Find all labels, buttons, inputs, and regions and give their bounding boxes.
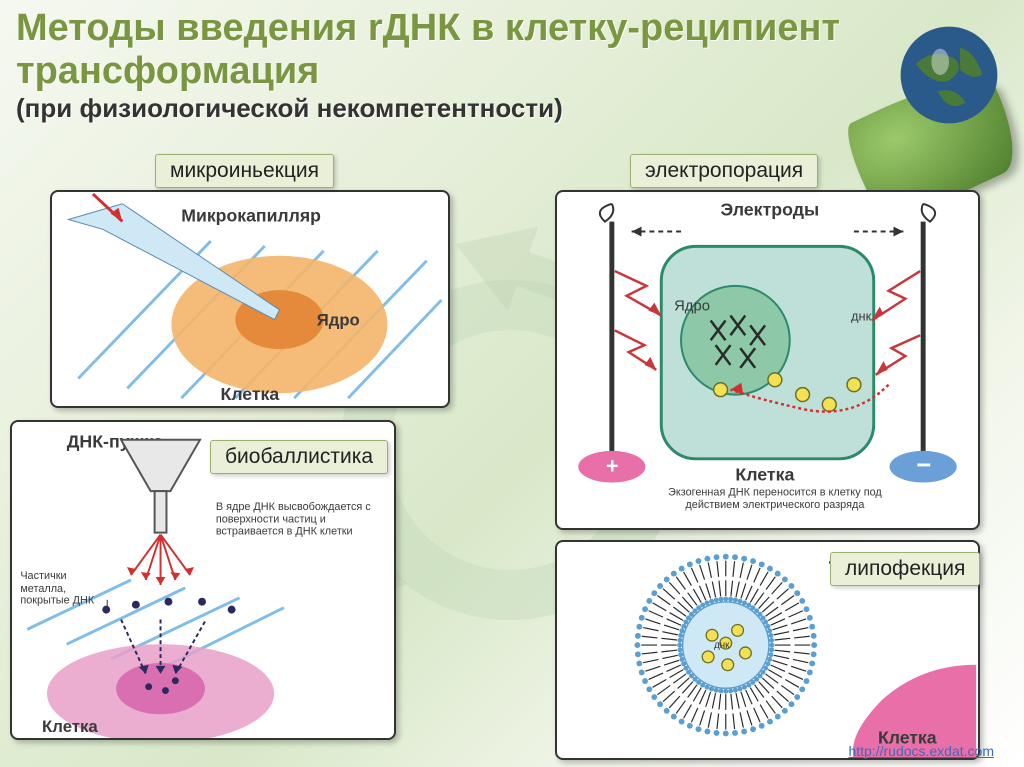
- footer-link[interactable]: http://rudocs.exdat.com: [848, 743, 994, 759]
- label-dna-e: днк: [851, 308, 872, 323]
- page-subtitle: (при физиологической некомпетентности): [0, 93, 1024, 130]
- tag-bioballistics: биобаллистика: [210, 440, 388, 474]
- plus-sign: +: [606, 454, 619, 479]
- minus-sign: −: [916, 452, 931, 480]
- page-title-line2: трансформация: [0, 50, 1024, 93]
- tag-electroporation: электропорация: [630, 154, 818, 188]
- panel-electroporation: Электроды: [555, 190, 980, 530]
- tag-microinjection: микроиньекция: [155, 154, 334, 188]
- label-capillary: Микрокапилляр: [181, 205, 321, 225]
- tag-lipofection: липофекция: [830, 552, 980, 586]
- text-release: В ядре ДНК высвобождается с поверхности …: [216, 501, 390, 538]
- label-cell-bio: Клетка: [42, 717, 98, 736]
- label-electrodes: Электроды: [721, 200, 820, 220]
- page-title-line1: Методы введения rДНК в клетку-реципиент: [0, 0, 1024, 50]
- text-metal: Частички металла, покрытые ДНК: [20, 570, 114, 607]
- label-nucleus: Ядро: [317, 311, 360, 330]
- label-cell-e: Клетка: [735, 465, 794, 485]
- caption-electro: Экзогенная ДНК переносится в клетку под …: [651, 486, 898, 512]
- label-dna-l: днк: [714, 640, 730, 651]
- label-cell: Клетка: [221, 384, 280, 404]
- label-nucleus-e: Ядро: [674, 299, 710, 315]
- panel-microinjection: Микрокапилляр Ядро Клетка: [50, 190, 450, 408]
